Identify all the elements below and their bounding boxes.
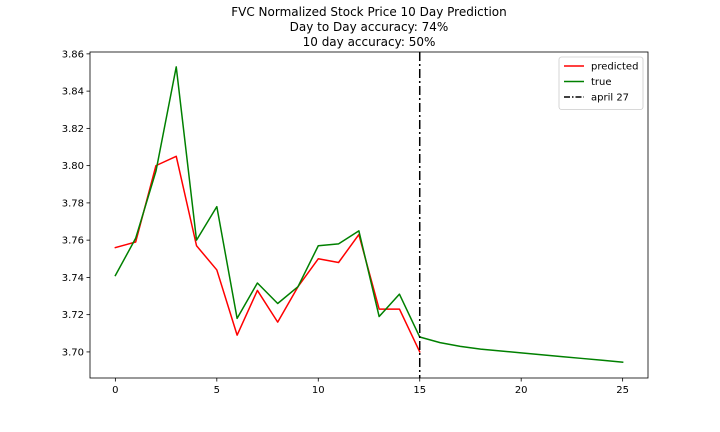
- axes: 0 5 10 15 20 25 3.70 3.72 3.74 3.76 3.78 3.80 3.82 3.…: [62, 49, 649, 396]
- chart-title: FVC Normalized Stock Price 10 Day Predic…: [231, 5, 507, 49]
- legend-label: true: [591, 77, 612, 88]
- series-line-true: [114, 66, 624, 363]
- legend-label: predicted: [591, 62, 638, 73]
- x-tick-label: 25: [616, 385, 629, 396]
- chart-title-line-2: Day to Day accuracy: 74%: [290, 20, 449, 34]
- y-tick-label: 3.84: [62, 87, 84, 98]
- y-tick-label: 3.78: [62, 198, 84, 209]
- plot-area: [114, 52, 624, 378]
- series-line-predicted: [114, 155, 421, 353]
- x-tick-label: 20: [515, 385, 528, 396]
- legend-label: april 27: [591, 93, 629, 104]
- chart-title-line-1: FVC Normalized Stock Price 10 Day Predic…: [231, 5, 507, 19]
- plot-frame: [89, 51, 649, 379]
- x-tick-label: 0: [112, 385, 118, 396]
- chart-title-line-3: 10 day accuracy: 50%: [303, 35, 436, 49]
- y-tick-label: 3.86: [62, 49, 84, 60]
- x-tick-label: 5: [214, 385, 220, 396]
- y-tick-label: 3.76: [62, 236, 84, 247]
- x-tick-label: 10: [312, 385, 325, 396]
- y-tick-label: 3.74: [62, 273, 84, 284]
- x-tick-label: 15: [413, 385, 426, 396]
- y-tick-label: 3.70: [62, 347, 84, 358]
- y-tick-label: 3.82: [62, 124, 84, 135]
- y-tick-label: 3.80: [62, 161, 84, 172]
- legend: predicted true april 27: [558, 56, 644, 110]
- y-tick-label: 3.72: [62, 310, 84, 321]
